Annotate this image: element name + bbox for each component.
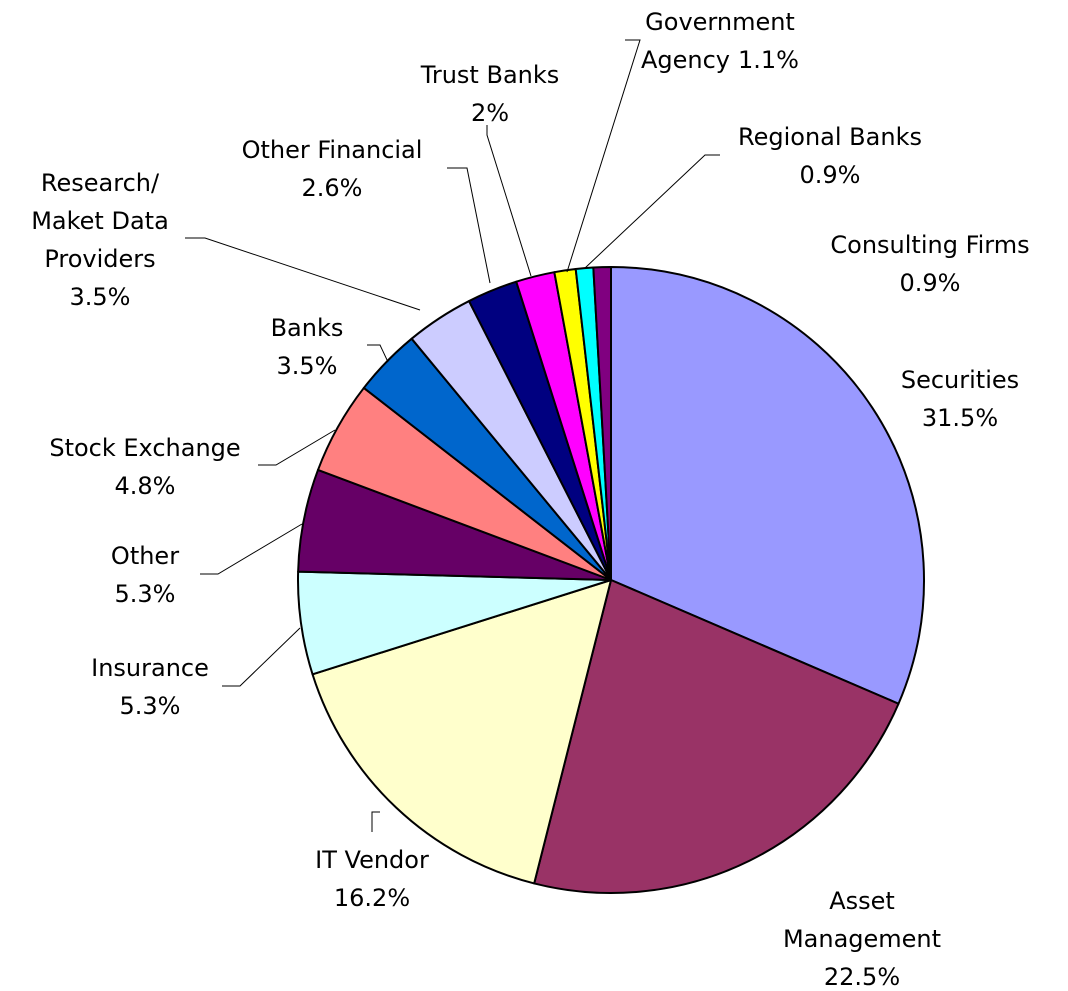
slice-label: Consulting Firms 0.9%	[800, 226, 1060, 302]
pie-slice	[311, 579, 612, 885]
leader-line	[447, 167, 491, 284]
value-label: 3.5%	[276, 352, 338, 380]
value-label: 31.5%	[921, 404, 999, 432]
category-name: Insurance	[91, 654, 209, 682]
pie-slice	[533, 579, 900, 894]
slice-label: IT Vendor 16.2%	[272, 841, 472, 917]
value-label: 16.2%	[333, 884, 411, 912]
leader-line	[371, 811, 380, 832]
leader-line	[584, 154, 720, 269]
category-name: IT Vendor	[315, 846, 429, 874]
value-label: 22.5%	[823, 963, 901, 991]
slice-label: Asset Management 22.5%	[777, 882, 947, 991]
category-name: Other	[110, 542, 180, 570]
slice-label: Other Financial 2.6%	[202, 131, 462, 207]
leader-line	[367, 344, 389, 363]
pie-slice	[592, 266, 612, 581]
value-label: 3.5%	[69, 283, 131, 311]
slice-label: Stock Exchange 4.8%	[15, 429, 275, 505]
slice-label: Research/ Maket Data Providers 3.5%	[15, 164, 185, 316]
leader-line	[486, 125, 532, 277]
category-name: Asset Management	[782, 887, 942, 953]
category-name: Government Agency	[640, 8, 795, 74]
pie-slice	[610, 266, 925, 705]
category-name: Consulting Firms	[830, 231, 1030, 259]
slice-label: Government Agency 1.1%	[620, 3, 820, 79]
slice-label: Regional Banks 0.9%	[700, 118, 960, 194]
category-name: Securities	[900, 366, 1020, 394]
value-label: 0.9%	[899, 269, 961, 297]
slice-label: Trust Banks 2%	[390, 56, 590, 132]
category-name: Regional Banks	[738, 123, 922, 151]
value-label: 2.6%	[301, 174, 363, 202]
leader-line	[185, 237, 421, 311]
value-label: 0.9%	[799, 161, 861, 189]
leader-line	[566, 39, 641, 273]
value-label: 2%	[470, 99, 510, 127]
category-name: Banks	[270, 314, 344, 342]
slice-label: Securities 31.5%	[860, 361, 1060, 437]
value-label: 5.3%	[119, 692, 181, 720]
value-label: 4.8%	[114, 472, 176, 500]
category-name: Other Financial	[241, 136, 423, 164]
leader-line	[200, 523, 303, 575]
value-label: 1.1%	[738, 46, 799, 74]
slice-label: Insurance 5.3%	[50, 649, 250, 725]
value-label: 5.3%	[114, 580, 176, 608]
leader-line	[222, 627, 301, 687]
category-name: Research/ Maket Data Providers	[31, 169, 169, 273]
slice-label: Banks 3.5%	[247, 309, 367, 385]
leader-line	[258, 429, 336, 466]
category-name: Trust Banks	[420, 61, 560, 89]
slice-label: Other 5.3%	[45, 537, 245, 613]
category-name: Stock Exchange	[49, 434, 241, 462]
